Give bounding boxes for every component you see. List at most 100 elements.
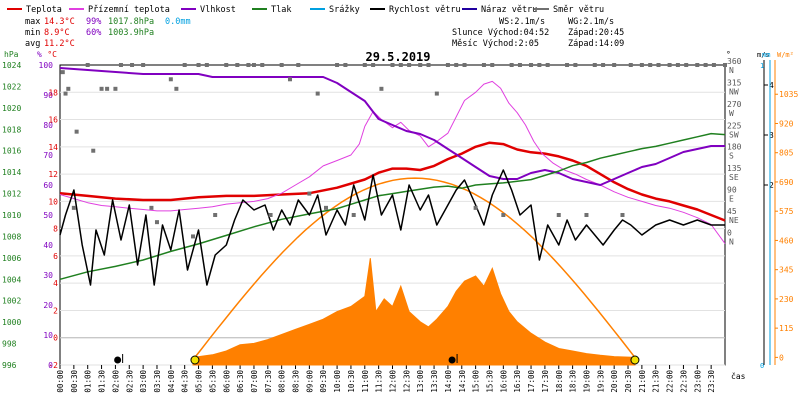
solar-axis-unit: W/m²	[777, 51, 794, 59]
moon-marker	[114, 356, 122, 364]
x-tick-label: 03:00	[139, 370, 148, 393]
temperature-tick: -2	[48, 361, 58, 370]
x-tick-label: 07:30	[264, 370, 273, 393]
stats-min-humidity: 60%	[86, 28, 101, 38]
wind-direction-point	[66, 86, 71, 91]
wind-direction-point	[60, 70, 65, 75]
stats-wind-speed: WS:2.1m/s	[499, 17, 545, 27]
wind-tick: 2	[769, 181, 774, 190]
wind-direction-point	[343, 63, 348, 67]
pressure-axis-unit: hPa	[4, 50, 19, 59]
x-tick-label: 11:30	[375, 370, 384, 393]
x-tick-label: 05:30	[208, 370, 217, 393]
wind-direction-point	[235, 63, 240, 67]
wind-direction-point	[628, 63, 633, 67]
x-tick-label: 04:30	[181, 370, 190, 393]
legend-label: Rychlost větru	[389, 5, 461, 15]
humidity-tick: 40	[43, 241, 53, 250]
pressure-tick: 1012	[2, 190, 21, 199]
axes: hPa% °C9969981000100210041006100810101012…	[2, 50, 798, 393]
x-tick-label: 16:30	[513, 370, 522, 393]
wind-direction-point	[379, 86, 384, 91]
solar-tick: 805	[779, 149, 794, 158]
temperature-tick: 12	[48, 170, 58, 179]
moon-marker	[448, 356, 456, 364]
solar-tick: 0	[779, 353, 784, 362]
x-tick-label: 18:00	[555, 370, 564, 393]
solar-tick: 115	[779, 324, 794, 333]
wind-direction-point	[490, 63, 495, 67]
wind-direction-point	[168, 77, 173, 82]
wind-direction-point	[529, 63, 534, 67]
wind-direction-point	[639, 63, 644, 67]
pressure-tick: 1014	[2, 168, 21, 177]
stats-min-pressure: 1003.9hPa	[108, 28, 154, 38]
direction-tick-name: E	[729, 195, 734, 204]
legend-label: Tlak	[271, 5, 291, 15]
x-tick-label: 22:00	[666, 370, 675, 393]
legend-label: Srážky	[329, 5, 360, 15]
pressure-tick: 1020	[2, 104, 21, 113]
x-tick-label: 17:00	[527, 370, 536, 393]
wind-direction-point	[63, 91, 68, 96]
x-tick-label: 03:30	[153, 370, 162, 393]
wind-direction-point	[335, 63, 340, 67]
wind-direction-point	[407, 63, 412, 67]
x-tick-label: 09:30	[319, 370, 328, 393]
direction-tick: 360	[727, 57, 742, 66]
wind-direction-point	[434, 91, 439, 96]
x-tick-label: 07:00	[250, 370, 259, 393]
stats-min-label: min	[25, 28, 40, 38]
humidity-tick: 20	[43, 301, 53, 310]
pressure-tick: 1008	[2, 232, 21, 241]
wind-direction-point	[648, 63, 653, 67]
wind-direction-point	[260, 63, 265, 67]
humidity-tick: 60	[43, 181, 53, 190]
x-tick-label: 01:30	[98, 370, 107, 393]
x-tick-label: 00:00	[56, 370, 65, 393]
wind-direction-point	[565, 63, 570, 67]
temperature-tick: 0	[53, 334, 58, 343]
x-tick-label: 02:00	[111, 370, 120, 393]
x-tick-label: 06:30	[236, 370, 245, 393]
direction-tick-name: SW	[729, 130, 739, 139]
wind-direction-point	[675, 63, 680, 67]
wind-direction-point	[105, 86, 110, 91]
wind-direction-point	[390, 63, 395, 67]
chart-title: 29.5.2019	[365, 50, 430, 64]
wind-direction-point	[481, 63, 486, 67]
wind-direction-point	[224, 63, 229, 67]
direction-tick: 270	[727, 100, 742, 109]
sun-marker	[190, 355, 200, 365]
direction-tick-name: NW	[729, 87, 739, 96]
x-tick-label: 13:00	[416, 370, 425, 393]
x-tick-label: 09:00	[305, 370, 314, 393]
wind-direction-point	[501, 213, 506, 217]
wind-direction-point	[174, 86, 179, 91]
x-tick-label: 16:00	[499, 370, 508, 393]
wind-direction-point	[703, 63, 708, 67]
series-line-wind	[59, 169, 725, 286]
pressure-tick: 1010	[2, 211, 21, 220]
x-tick-label: 19:00	[582, 370, 591, 393]
direction-axis-unit: °	[726, 50, 731, 59]
legend-label: Směr větru	[553, 5, 604, 15]
pressure-tick: 1004	[2, 275, 21, 284]
direction-tick: 180	[727, 143, 742, 152]
stats-max-pressure: 1017.8hPa	[108, 17, 154, 27]
x-tick-label: 20:00	[610, 370, 619, 393]
wind-direction-point	[592, 63, 597, 67]
rain-tick: 1	[760, 62, 764, 70]
wind-direction-point	[537, 63, 542, 67]
legend: Teplota Přízemní teplota Vlhkost Tlak Srážky…	[7, 5, 604, 15]
wind-direction-point	[154, 220, 159, 225]
wind-direction-point	[315, 91, 320, 96]
wind-direction-point	[684, 63, 689, 67]
pressure-tick: 996	[2, 361, 17, 370]
stats-wind-gust: WG:2.1m/s	[568, 17, 614, 27]
direction-tick: 45	[727, 207, 737, 216]
pressure-tick: 1002	[2, 297, 21, 306]
wind-direction-point	[473, 205, 478, 210]
direction-tick-name: N	[729, 66, 734, 75]
